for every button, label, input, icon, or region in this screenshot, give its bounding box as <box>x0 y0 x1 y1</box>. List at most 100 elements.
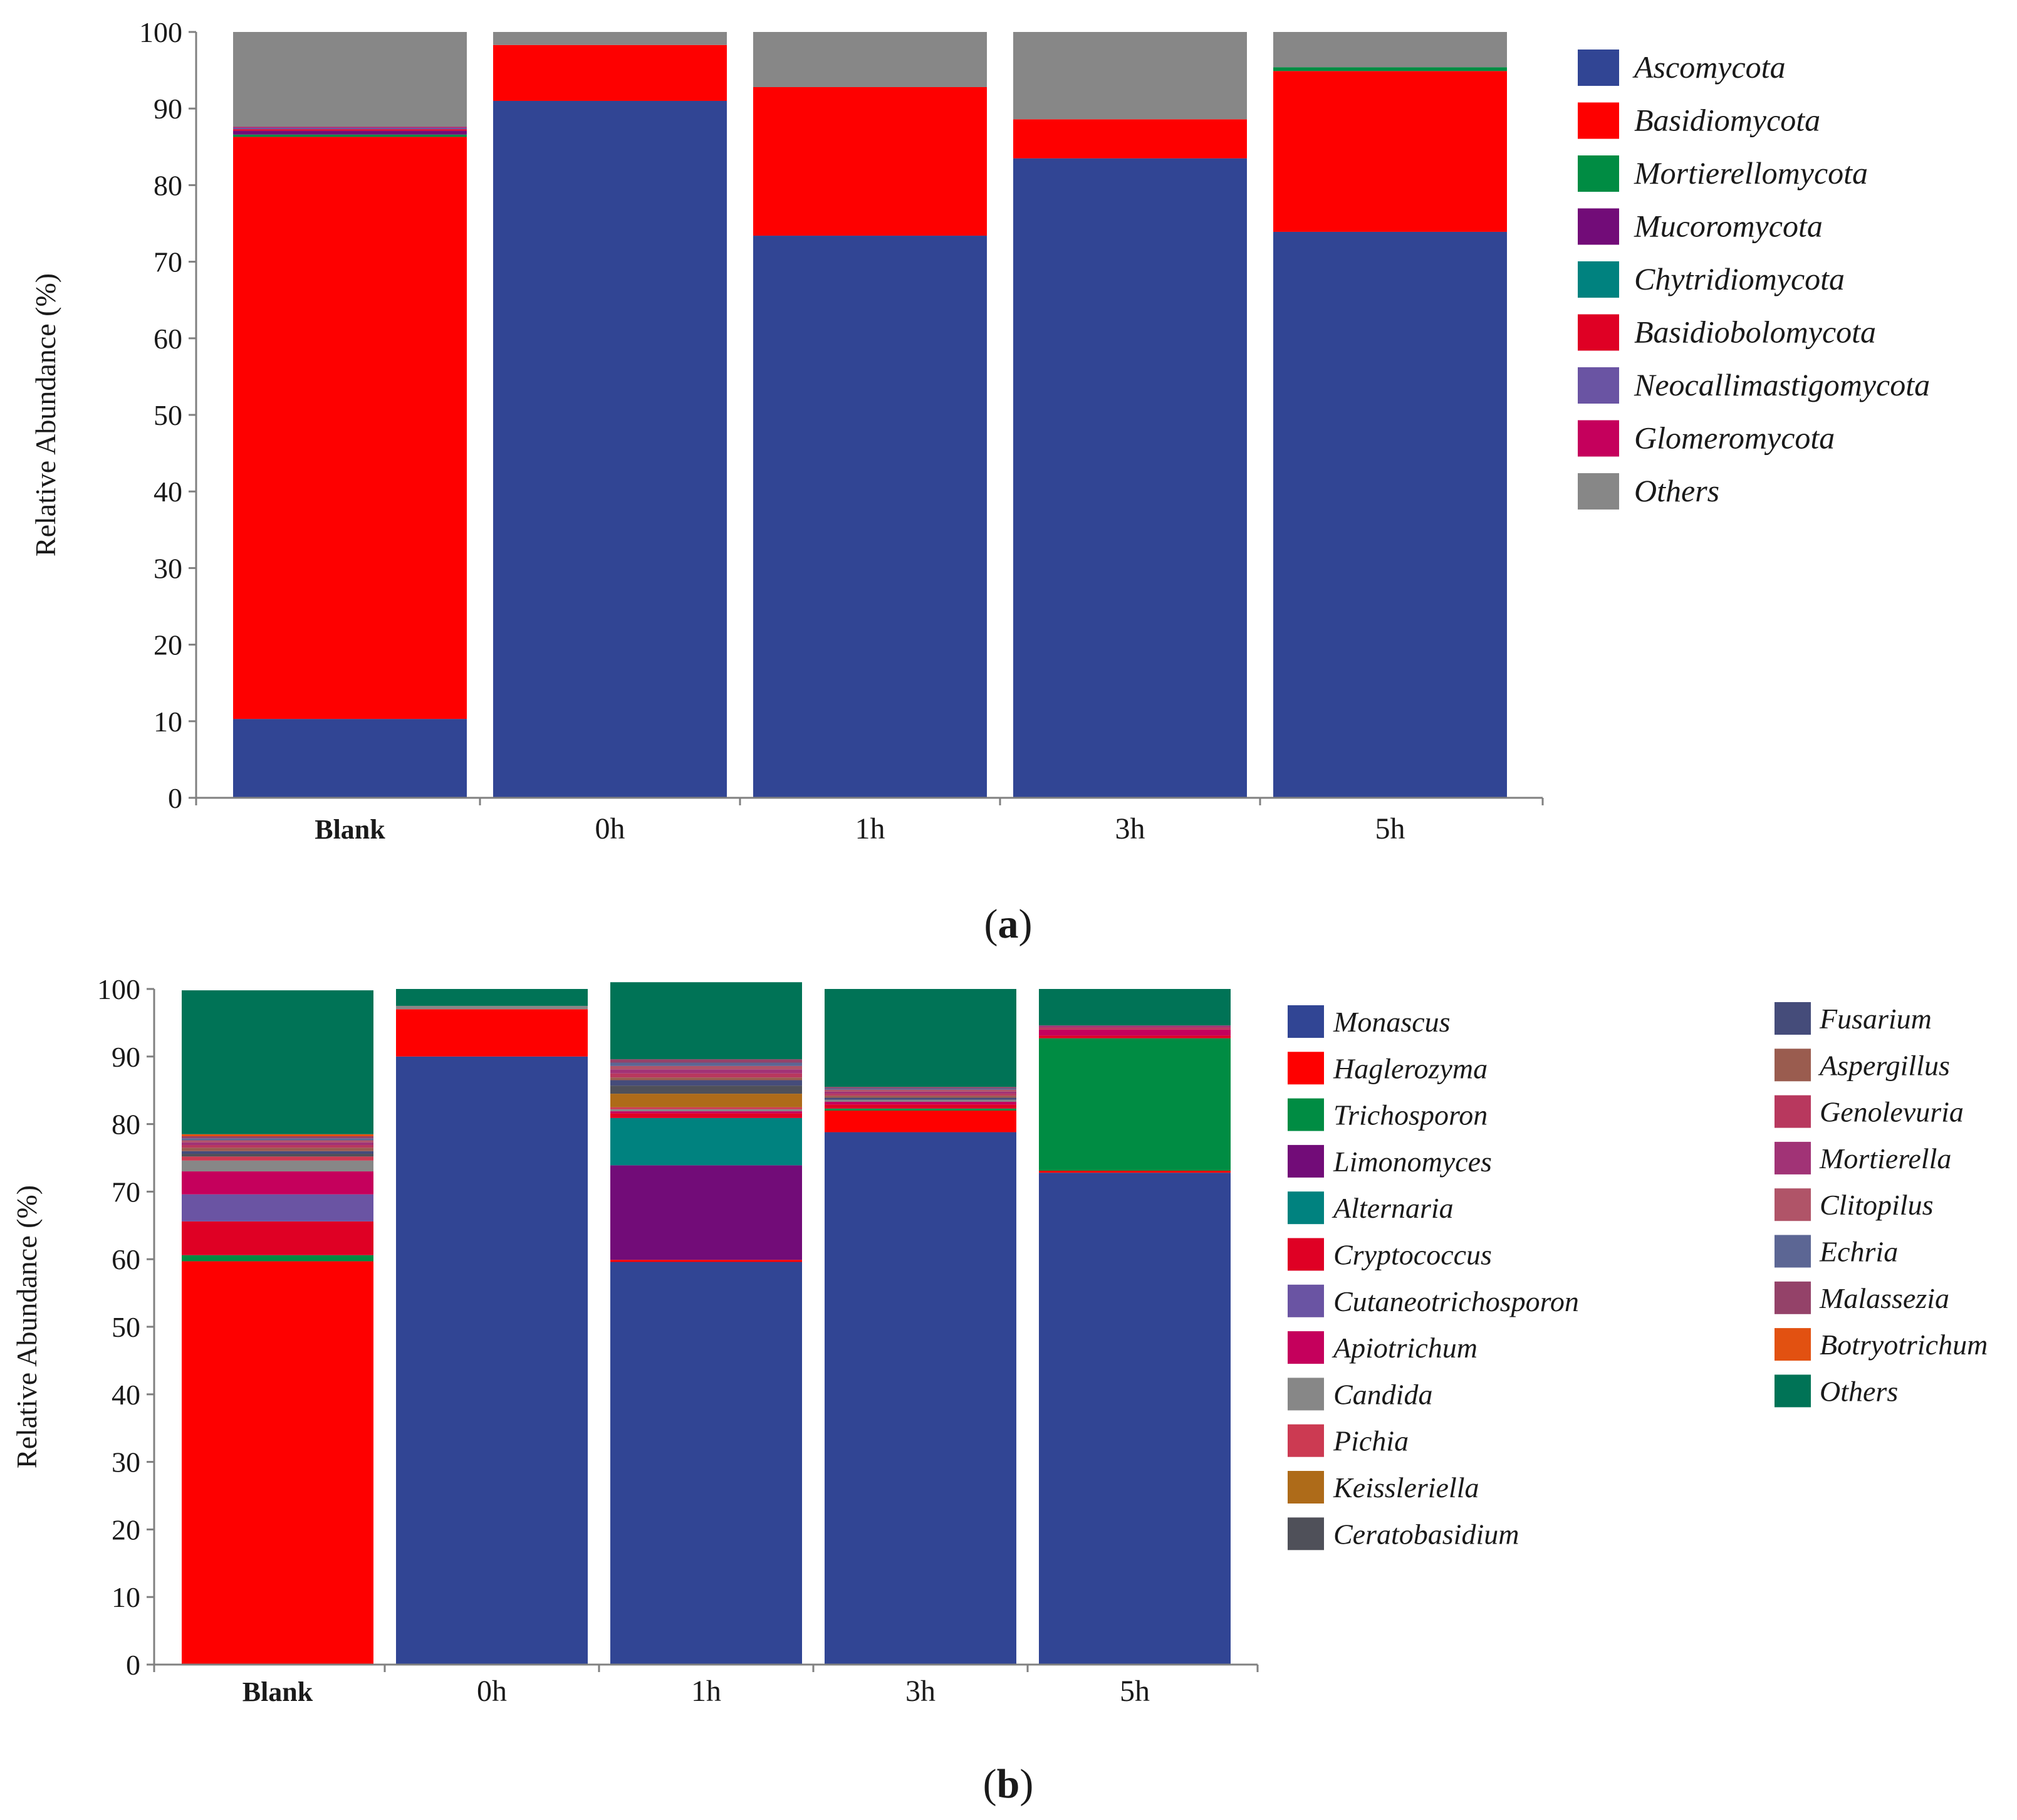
bar-b-0h-others <box>396 989 588 1006</box>
y-tick-label-a-50: 50 <box>154 399 182 431</box>
legend-label-a-others: Others <box>1634 473 1719 508</box>
bar-b-5h-cryptococcus <box>1039 1035 1231 1038</box>
legend-swatch-b-mortierella <box>1775 1141 1811 1174</box>
bar-b-3h-candida <box>825 1099 1016 1102</box>
legend-label-b-ceratobasidium: Ceratobasidium <box>1333 1518 1519 1550</box>
legend-label-b-mortierella: Mortierella <box>1819 1143 1951 1174</box>
bar-b-blank-echria <box>182 1138 373 1141</box>
bar-a-blank-mucoromycota <box>233 130 467 135</box>
legend-label-b-fusarium: Fusarium <box>1819 1003 1932 1035</box>
legend-swatch-b-monascus <box>1288 1005 1324 1038</box>
legend-label-b-others: Others <box>1820 1375 1898 1407</box>
x-tick-label-b-0h: 0h <box>477 1675 507 1708</box>
bar-a-3h-others <box>1013 32 1247 120</box>
legend-swatch-b-limonomyces <box>1288 1144 1324 1178</box>
bar-b-5h-genolevuria <box>1039 1027 1231 1030</box>
bars-a <box>233 32 1507 798</box>
legend-label-b-botryotrichum: Botryotrichum <box>1820 1329 1988 1361</box>
bar-b-blank-aspergillus <box>182 1148 373 1151</box>
bar-b-1h-alternaria <box>610 1117 802 1166</box>
bar-b-1h-others <box>610 982 802 1060</box>
bar-b-3h-malassezia <box>825 1087 1016 1089</box>
y-tick-label-a-40: 40 <box>154 476 182 508</box>
legend-swatch-b-haglerozyma <box>1288 1052 1324 1085</box>
bar-a-blank-basidiomycota <box>233 137 467 719</box>
legend-swatch-b-clitopilus <box>1775 1188 1811 1221</box>
y-tick-label-a-0: 0 <box>168 782 182 814</box>
bar-b-1h-clitopilus <box>610 1065 802 1070</box>
y-tick-label-a-20: 20 <box>154 629 182 661</box>
y-tick-label-b-90: 90 <box>112 1041 140 1073</box>
x-tick-label-b-1h: 1h <box>691 1675 721 1708</box>
bar-a-3h-ascomycota <box>1013 158 1247 798</box>
bars-b <box>182 982 1231 1665</box>
legend-label-a-neocallimastigomycota: Neocallimastigomycota <box>1634 367 1930 402</box>
bar-b-3h-cryptococcus <box>825 1104 1016 1109</box>
legend-swatch-b-fusarium <box>1775 1002 1811 1035</box>
bar-b-1h-ceratobasidium <box>610 1085 802 1094</box>
legend-label-b-haglerozyma: Haglerozyma <box>1333 1052 1488 1084</box>
x-tick-label-a-3h: 3h <box>1115 812 1145 845</box>
legend-swatch-b-cryptococcus <box>1288 1238 1324 1271</box>
bar-b-blank-malassezia <box>182 1136 373 1139</box>
legend-swatch-b-others <box>1775 1374 1811 1408</box>
legend-label-a-basidiomycota: Basidiomycota <box>1634 103 1820 138</box>
legend-label-b-alternaria: Alternaria <box>1332 1192 1454 1224</box>
bar-a-blank-mortierellomycota <box>233 134 467 137</box>
legend-swatch-a-basidiomycota <box>1578 102 1619 139</box>
panel-label-a: (a) <box>984 901 1033 947</box>
legend-label-b-trichosporon: Trichosporon <box>1333 1099 1488 1131</box>
bar-a-5h-others <box>1273 32 1507 68</box>
bar-b-5h-haglerozyma <box>1039 1170 1231 1173</box>
bar-b-3h-genolevuria <box>825 1094 1016 1096</box>
bar-b-3h-echria <box>825 1088 1016 1090</box>
legend-swatch-a-others <box>1578 473 1619 510</box>
bar-b-3h-others <box>825 989 1016 1087</box>
bar-b-blank-others <box>182 990 373 1134</box>
legend-swatch-b-echria <box>1775 1235 1811 1268</box>
bar-b-1h-keissleriella <box>610 1094 802 1107</box>
legend-label-a-ascomycota: Ascomycota <box>1632 50 1786 85</box>
y-tick-label-b-30: 30 <box>112 1446 140 1478</box>
legend-label-b-limonomyces: Limonomyces <box>1333 1146 1492 1178</box>
y-tick-label-b-0: 0 <box>126 1649 140 1681</box>
bar-b-5h-monascus <box>1039 1173 1231 1665</box>
bar-b-3h-monascus <box>825 1132 1016 1665</box>
legend-label-b-cryptococcus: Cryptococcus <box>1333 1239 1492 1271</box>
bar-b-3h-mortierella <box>825 1091 1016 1094</box>
legend-swatch-a-glomeromycota <box>1578 420 1619 457</box>
bar-a-blank-others <box>233 32 467 127</box>
bar-a-0h-ascomycota <box>493 100 727 798</box>
bar-b-blank-fusarium <box>182 1151 373 1154</box>
x-tick-label-b-3h: 3h <box>905 1675 936 1708</box>
bar-a-5h-mortierellomycota <box>1273 67 1507 71</box>
y-tick-label-a-60: 60 <box>154 323 182 355</box>
x-tick-label-a-5h: 5h <box>1375 812 1405 845</box>
legend-swatch-a-neocallimastigomycota <box>1578 367 1619 404</box>
y-tick-label-b-60: 60 <box>112 1243 140 1275</box>
bar-b-blank-genolevuria <box>182 1145 373 1148</box>
bar-b-1h-monascus <box>610 1262 802 1665</box>
legend-swatch-a-ascomycota <box>1578 50 1619 86</box>
x-tick-label-a-1h: 1h <box>855 812 885 845</box>
bar-b-1h-haglerozyma <box>610 1260 802 1262</box>
bar-a-blank-glomeromycota <box>233 127 467 128</box>
bar-b-1h-aspergillus <box>610 1077 802 1080</box>
legend-swatch-b-trichosporon <box>1288 1098 1324 1131</box>
legend-swatch-b-ceratobasidium <box>1288 1517 1324 1551</box>
x-tick-label-b-5h: 5h <box>1120 1675 1150 1708</box>
bar-b-1h-fusarium <box>610 1080 802 1086</box>
legend-label-b-pichia: Pichia <box>1333 1425 1409 1457</box>
bar-a-1h-basidiomycota <box>753 86 987 236</box>
legend-label-b-echria: Echria <box>1819 1236 1898 1268</box>
legend-label-b-aspergillus: Aspergillus <box>1818 1049 1950 1081</box>
panel-letter-a: a <box>998 901 1019 947</box>
legend-label-b-malassezia: Malassezia <box>1819 1282 1949 1314</box>
legend-swatch-b-alternaria <box>1288 1191 1324 1225</box>
x-tick-label-a-blank: Blank <box>315 814 385 845</box>
bar-b-5h-others <box>1039 989 1231 1026</box>
bar-a-5h-basidiomycota <box>1273 71 1507 232</box>
bar-a-0h-basidiomycota <box>493 44 727 101</box>
bar-a-1h-others <box>753 32 987 87</box>
